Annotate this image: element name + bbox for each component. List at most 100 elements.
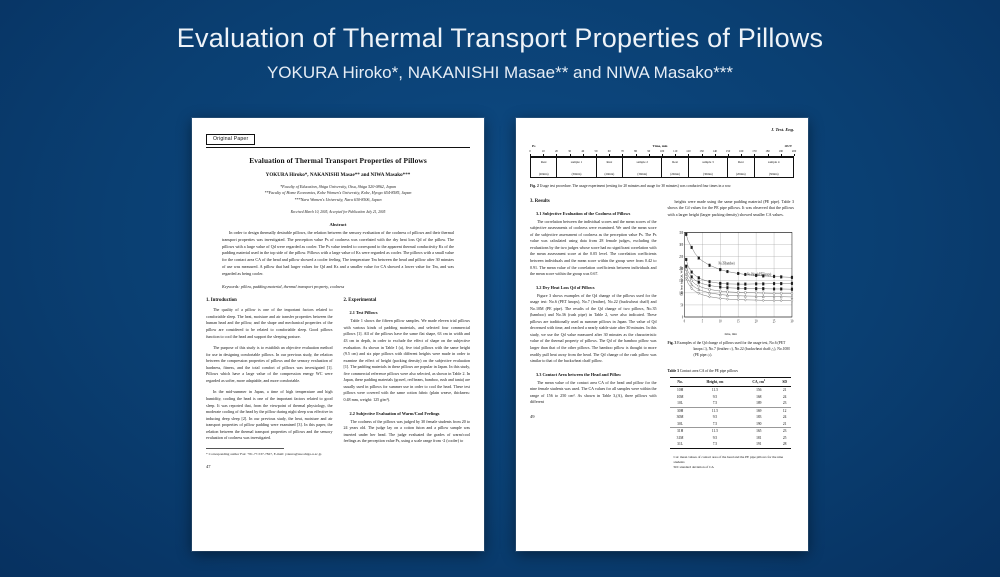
figure-3: Dry heat loss Qd, W/m² 0 50 100 150 200 250 30… xyxy=(668,227,795,358)
table-cell: 30L xyxy=(670,420,691,429)
axis-tick xyxy=(635,153,637,156)
table-column-header: SD xyxy=(777,376,792,388)
table-row: 30L 7.5 190 21 xyxy=(670,420,792,429)
fig2-axis: 0 10 20 30 40 50 60 70 80 90 100 110 120 130 140 150 160… xyxy=(529,149,797,157)
axis-tick-label: 200 xyxy=(791,149,797,154)
figure-3-caption-label: Fig. 3 xyxy=(667,341,677,346)
figure-3-caption: Fig. 3 Examples of the Qd change of pill… xyxy=(668,341,795,358)
phase-name: sample 2 xyxy=(636,159,648,164)
table-note-line: SD: standard deviation of CA xyxy=(673,465,714,470)
table-cell: 31H xyxy=(676,429,684,434)
chart-data-point xyxy=(697,256,700,260)
phase-name: Rest xyxy=(606,159,613,164)
table-3-caption-text: Contact area CA of the PE pipe pillows xyxy=(679,368,738,373)
axis-tick-label: 130 xyxy=(699,149,704,154)
original-paper-badge: Original Paper xyxy=(206,134,256,145)
fig2-phase-cell: sample 3 (30min) xyxy=(689,158,729,177)
axis-tick xyxy=(569,153,571,156)
axis-tick-label: 170 xyxy=(752,149,757,154)
chart-data-point xyxy=(718,297,721,301)
chart-data-point xyxy=(761,295,764,299)
chart-data-point xyxy=(736,291,739,295)
fig2-phase-cell: Rest (20min) xyxy=(597,158,624,177)
section-heading-experimental: 2. Experimental xyxy=(343,298,377,304)
chart-x-tick-label: 30 xyxy=(790,319,793,324)
table-cell: 181 xyxy=(756,435,762,440)
chart-data-point xyxy=(772,282,775,286)
chart-data-point xyxy=(772,287,775,291)
table-row: 31H 11.5 165 23 xyxy=(670,428,791,435)
phase-name: Rest xyxy=(540,159,547,164)
axis-tick xyxy=(543,153,544,156)
chart-data-point xyxy=(718,290,721,294)
chart-data-point xyxy=(725,270,729,274)
chart-series-line xyxy=(685,234,792,278)
column-1: 3. Results 3.1 Subjective Evaluation of … xyxy=(530,199,657,471)
table-cell: 7.5 xyxy=(690,441,740,449)
phase-duration: (20min) xyxy=(604,171,615,176)
phase-name: Rest xyxy=(672,159,678,164)
chart-data-point xyxy=(772,275,775,279)
table-cell: 168 xyxy=(756,394,762,399)
fig2-phase-cell: sample 4 (30min) xyxy=(755,158,794,177)
axis-tick xyxy=(780,153,782,156)
chart-y-tick-label: 0 xyxy=(681,315,683,320)
paragraph: The purpose of this study is to establis… xyxy=(206,345,333,383)
table-note-line: CA: mean values of contact area of the h… xyxy=(673,454,784,464)
phase-duration: (20min) xyxy=(736,171,746,176)
chart-y-tick-label: 50 xyxy=(680,303,683,308)
fig2-phase-cell: sample 1 (30min) xyxy=(557,158,597,177)
axis-tick-label: 20 xyxy=(554,149,558,154)
document-page-right[interactable]: J. Text. Eng. Ps Time, min OUT 0 10 20 30 40… xyxy=(516,118,808,551)
table-3-caption: Table 3 Contact area CA of the PE pipe p… xyxy=(668,369,795,373)
figure-2-caption-text: Usage test procedure. The usage experime… xyxy=(539,184,732,188)
axis-tick-label: 120 xyxy=(686,149,691,154)
phase-name: sample 4 xyxy=(768,159,780,164)
paper-authors: YOKURA Hiroko*, NAKANISHI Masae** and NI… xyxy=(265,172,411,178)
phase-name: sample 3 xyxy=(702,159,714,164)
table-cell: 191 xyxy=(739,441,778,449)
chart-y-tick-label: 100 xyxy=(679,291,683,296)
chart-x-axis-label: time, min xyxy=(724,332,737,337)
table-cell: 11.5 xyxy=(711,388,719,393)
table-cell: 10L xyxy=(670,400,691,408)
table-row: 10L 7.5 189 23 xyxy=(670,400,792,408)
chart-data-point xyxy=(743,298,746,302)
page-number: 49 xyxy=(530,413,535,419)
chart-data-point xyxy=(718,268,721,272)
axis-tick-label: 160 xyxy=(739,149,744,154)
chart-data-point xyxy=(743,282,746,287)
chart-data-point xyxy=(779,275,782,279)
chart-data-point xyxy=(754,294,757,299)
document-page-left[interactable]: Original Paper Evaluation of Thermal Tra… xyxy=(192,118,484,551)
footnote-rule xyxy=(206,447,285,449)
chart-data-point xyxy=(790,292,793,296)
chart-data-point xyxy=(743,273,746,277)
chart-x-tick-label: 15 xyxy=(736,319,739,324)
chart-data-point xyxy=(754,287,757,291)
table-cell: 11.5 xyxy=(711,408,719,413)
chart-data-point xyxy=(736,282,739,287)
axis-tick-label: 150 xyxy=(725,149,731,154)
chart-data-point xyxy=(772,295,775,299)
axis-tick xyxy=(662,153,663,156)
chart-data-point xyxy=(736,272,739,276)
chart-data-point xyxy=(790,288,793,292)
chart-data-point xyxy=(725,286,729,290)
table-cell: 11.5 xyxy=(711,429,719,434)
axis-tick xyxy=(648,153,650,156)
axis-tick xyxy=(530,153,531,156)
axis-tick xyxy=(675,153,676,156)
column-2: heights were made using the same padding… xyxy=(668,199,795,471)
table-body: 10H 11.5 156 21 10M 9.5 168 24 10L 7.5 189 23 30H 11.… xyxy=(670,387,792,449)
table-cell: 9.5 xyxy=(712,435,718,440)
phase-duration: (30min) xyxy=(637,171,648,176)
table-cell: 156 xyxy=(756,388,762,393)
chart-data-point xyxy=(790,282,793,286)
right-page-columns: 3. Results 3.1 Subjective Evaluation of … xyxy=(530,199,794,471)
table-cell: 190 xyxy=(739,420,778,429)
figure-2-caption-label: Fig. 2 xyxy=(530,184,539,188)
chart-data-point xyxy=(761,291,764,295)
phase-duration: (30min) xyxy=(571,171,582,176)
chart-data-point xyxy=(779,295,782,299)
